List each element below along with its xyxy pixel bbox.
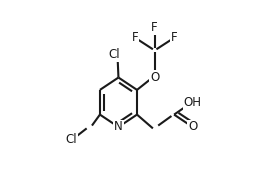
Text: F: F: [151, 21, 158, 34]
Text: Cl: Cl: [66, 133, 78, 146]
Text: F: F: [171, 31, 177, 44]
Text: OH: OH: [184, 96, 202, 109]
Text: F: F: [132, 31, 139, 44]
Text: N: N: [114, 121, 123, 134]
Text: O: O: [150, 71, 159, 84]
Text: O: O: [188, 121, 197, 134]
Text: Cl: Cl: [108, 48, 120, 61]
